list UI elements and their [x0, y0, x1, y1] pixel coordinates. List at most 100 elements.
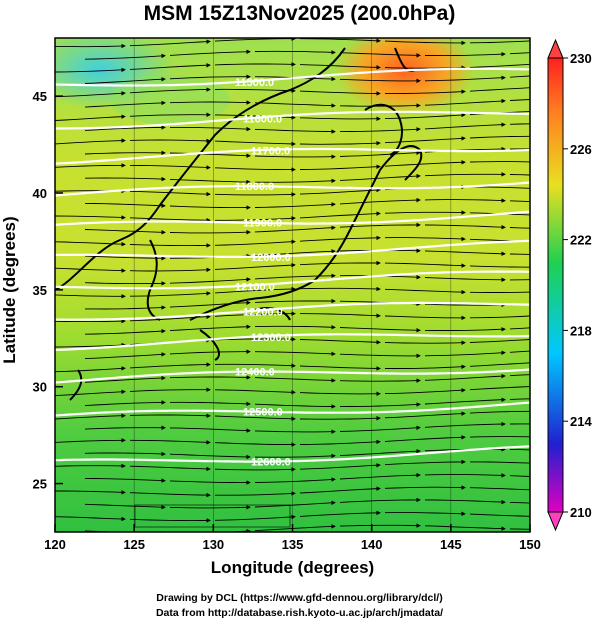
streamline	[214, 311, 296, 317]
streamline	[129, 267, 211, 273]
streamline	[84, 400, 166, 407]
x-tick-label: 125	[123, 537, 145, 552]
streamline	[254, 403, 336, 409]
streamline	[470, 461, 530, 464]
streamline	[169, 49, 251, 56]
streamline	[129, 39, 211, 47]
streamline	[55, 294, 126, 299]
streamline	[169, 324, 251, 332]
streamline	[84, 477, 166, 483]
x-axis-ticks: 120 125 130 135 140 145 150	[44, 38, 541, 552]
streamline	[424, 421, 506, 428]
streamline	[424, 326, 506, 332]
streamline	[84, 229, 166, 235]
streamline	[214, 88, 296, 94]
streamline	[214, 114, 296, 120]
streamline	[384, 160, 466, 167]
streamline	[469, 315, 530, 319]
contour-label: 11800.0	[235, 181, 274, 193]
colorbar-body	[547, 57, 564, 513]
streamline	[129, 62, 211, 70]
streamline	[129, 387, 211, 392]
streamline	[254, 225, 336, 233]
streamline	[214, 286, 296, 294]
streamline	[469, 410, 530, 414]
x-tick-label: 150	[519, 537, 541, 552]
contour-label: 11600.0	[243, 114, 282, 126]
streamline	[55, 438, 126, 443]
streamline	[254, 102, 336, 108]
streamline	[339, 52, 421, 58]
streamline	[509, 52, 530, 55]
streamline	[509, 99, 530, 101]
streamline	[55, 43, 126, 49]
streamline	[129, 362, 211, 369]
streamline	[299, 486, 381, 494]
masked-region	[134, 504, 291, 528]
streamline	[55, 389, 126, 397]
streamline	[339, 173, 421, 181]
streamline	[509, 398, 530, 400]
colorbar-tick-label: 230	[570, 51, 592, 66]
streamline	[84, 281, 166, 286]
streamline	[169, 349, 251, 355]
streamline	[469, 291, 530, 293]
streamline	[84, 352, 166, 360]
streamline	[84, 375, 166, 383]
streamline	[469, 362, 530, 367]
streamline	[214, 192, 296, 197]
streamline	[385, 89, 466, 95]
x-tick-label: 145	[440, 537, 462, 552]
streamline	[55, 413, 126, 420]
streamline	[254, 50, 336, 55]
streamline	[299, 164, 381, 170]
streamline	[424, 98, 506, 106]
streamline	[424, 397, 506, 405]
streamline	[254, 202, 336, 208]
streamline	[509, 327, 530, 330]
streamline	[214, 62, 296, 67]
streamline	[299, 462, 381, 470]
contour-label: 11500.0	[235, 77, 274, 89]
streamline	[299, 140, 381, 146]
streamline	[424, 277, 506, 283]
streamline	[254, 429, 336, 434]
streamline	[509, 148, 530, 150]
streamline	[384, 411, 466, 419]
contour-label: 12300.0	[251, 332, 291, 344]
streamline	[215, 216, 296, 221]
streamline	[129, 138, 211, 144]
streamline	[339, 222, 421, 228]
streamline	[339, 197, 421, 205]
streamline	[424, 499, 506, 505]
x-tick-label: 120	[44, 537, 66, 552]
y-tick-label: 35	[33, 283, 47, 298]
streamline	[339, 78, 421, 84]
streamline	[509, 253, 530, 255]
streamline	[384, 340, 466, 345]
streamline	[509, 279, 530, 281]
streamline	[55, 463, 126, 469]
streamline	[169, 480, 251, 485]
streamline	[424, 250, 506, 257]
streamline	[469, 186, 530, 189]
streamline	[299, 313, 381, 318]
streamline	[299, 235, 381, 242]
streamline	[254, 351, 336, 357]
streamline	[299, 391, 381, 396]
streamline	[509, 475, 530, 477]
streamline	[55, 215, 126, 220]
contour-label: 11700.0	[251, 145, 290, 157]
credit-line: Drawing by DCL (https://www.gfd-dennou.o…	[156, 592, 443, 604]
y-tick-label: 30	[33, 380, 47, 395]
streamline	[214, 363, 296, 368]
streamline	[424, 75, 506, 82]
streamline	[424, 473, 506, 478]
colorbar-tick-label: 218	[570, 323, 592, 338]
streamline	[169, 229, 251, 235]
streamline	[384, 40, 466, 46]
streamline	[424, 373, 506, 381]
streamline	[84, 425, 166, 431]
streamline	[169, 427, 251, 433]
